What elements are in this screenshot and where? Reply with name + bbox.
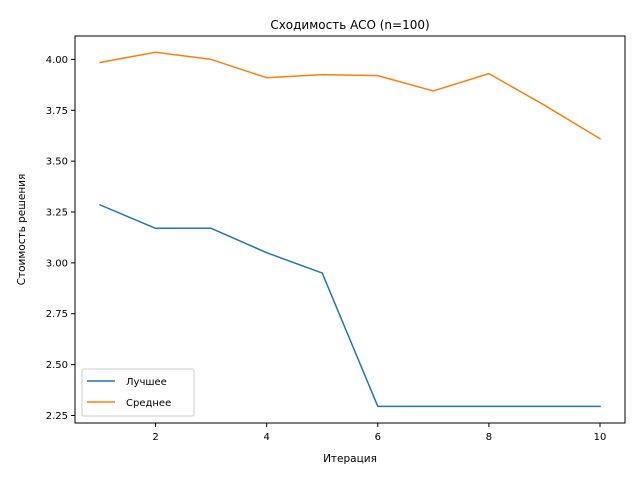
y-axis-title: Стоимость решения [16,174,28,286]
x-tick-label: 10 [594,432,607,443]
x-tick-label: 4 [263,432,269,443]
x-tick-label: 8 [486,432,492,443]
y-tick-label: 3.75 [46,106,68,117]
legend: Лучшее Среднее [81,368,195,417]
y-tick-label: 4.00 [46,55,68,66]
x-tick-label: 6 [375,432,381,443]
y-tick-label: 2.75 [46,309,68,320]
plot-frame [74,35,626,424]
x-axis-ticks: 2 4 6 8 10 [152,423,606,443]
legend-label-best: Лучшее [126,377,167,388]
series-line-best [99,203,601,408]
y-tick-label: 3.50 [46,157,68,168]
x-tick-label: 2 [152,432,158,443]
series-line-average [99,51,602,140]
y-tick-label: 3.00 [46,258,68,269]
series-layer [99,51,602,408]
legend-label-average: Среднее [126,398,171,409]
y-tick-label: 2.50 [46,360,68,371]
y-tick-label: 3.25 [46,208,68,219]
y-axis-ticks: 2.25 2.50 2.75 3.00 3.25 3.50 3.75 4.00 [46,55,75,422]
y-tick-label: 2.25 [46,411,68,422]
x-axis-title: Итерация [323,453,377,465]
chart-title: Сходимость ACO (n=100) [270,18,429,32]
